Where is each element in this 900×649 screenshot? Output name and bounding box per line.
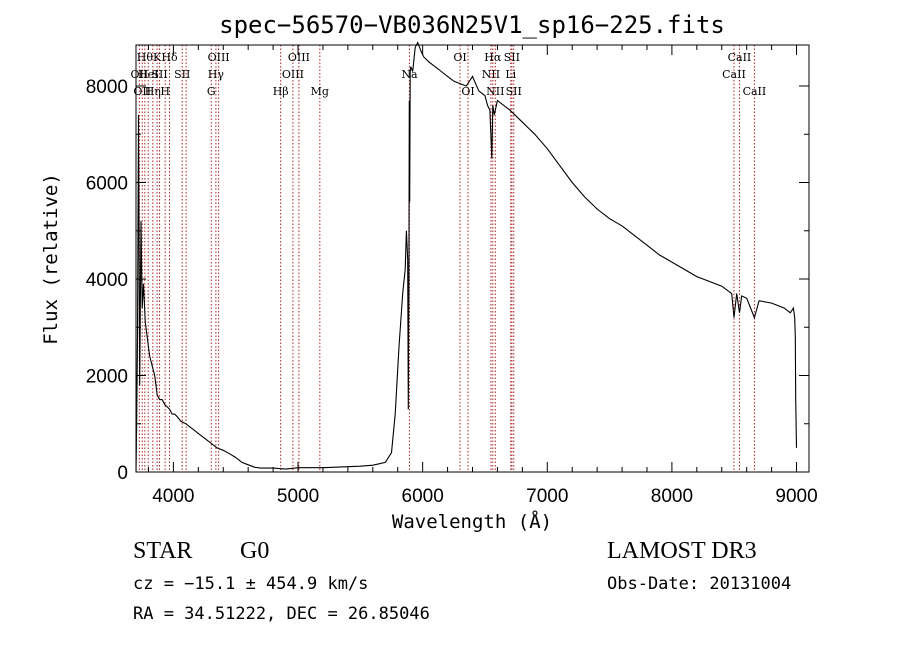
plot-frame xyxy=(135,44,810,473)
spectral-line-label: OIII xyxy=(288,51,310,64)
redshift-velocity: cz = −15.1 ± 454.9 km/s xyxy=(133,574,369,594)
spectral-line-label: OIII xyxy=(208,51,230,64)
spectral-line-label: OI xyxy=(453,51,466,64)
y-axis-ticks: 0 2000 4000 6000 8000 xyxy=(86,77,809,484)
spectral-line-label: SII xyxy=(506,85,522,98)
y-tick-label: 4000 xyxy=(86,270,128,291)
y-axis-label: Flux (relative) xyxy=(40,173,62,345)
spectral-line-label: Hβ xyxy=(273,85,289,98)
spectral-line-label: NII xyxy=(482,68,500,81)
x-tick-label: 4000 xyxy=(152,486,194,507)
spectral-line-label: OI xyxy=(461,85,474,98)
spectral-line-label: Hγ xyxy=(208,68,225,81)
x-tick-label: 5000 xyxy=(277,486,319,507)
survey-name: LAMOST DR3 xyxy=(607,538,757,564)
spectral-line-labels: OII OII Hθ HeI Hη K SII H Hδ SII G Hγ OIII Hβ OIII OIII… xyxy=(131,51,767,98)
chart-title: spec−56570−VB036N25V1_sp16−225.fits xyxy=(219,11,725,39)
x-tick-label: 9000 xyxy=(775,486,817,507)
object-class: STAR xyxy=(133,538,193,564)
spectral-line-label: Hα xyxy=(484,51,502,64)
spectral-line-label: H xyxy=(160,85,170,98)
observation-date: Obs-Date: 20131004 xyxy=(607,574,792,594)
spectral-line-label: SII xyxy=(504,51,520,64)
x-axis-ticks: 4000 5000 6000 7000 8000 9000 xyxy=(147,45,818,507)
spectral-line-label: NII xyxy=(486,85,504,98)
spectral-line-label: OII xyxy=(131,68,149,81)
spectral-line-label: Hδ xyxy=(161,51,178,64)
spectral-line-label: Hθ xyxy=(137,51,154,64)
spectral-line-label: CaII xyxy=(743,85,767,98)
object-subclass: G0 xyxy=(240,538,270,564)
spectrum-chart: spec−56570−VB036N25V1_sp16−225.fits OIIO… xyxy=(40,11,818,533)
spectral-line-label: OIII xyxy=(282,68,304,81)
spectral-line-label: OII xyxy=(133,85,151,98)
y-tick-label: 0 xyxy=(117,463,128,484)
spectral-line-label: Hη xyxy=(145,85,161,98)
spectral-line-label: Li xyxy=(505,68,516,81)
x-tick-label: 6000 xyxy=(402,486,444,507)
y-tick-label: 2000 xyxy=(86,367,128,388)
spectral-line-label: HeI xyxy=(138,68,158,81)
spectral-line-label: G xyxy=(207,85,216,98)
y-tick-label: 6000 xyxy=(86,174,128,195)
spectral-line-label: CaII xyxy=(728,51,752,64)
spectral-lines xyxy=(138,45,755,472)
x-tick-label: 7000 xyxy=(526,486,568,507)
spectral-line-label: SII xyxy=(151,68,167,81)
spectral-line-label: Mg xyxy=(311,85,329,98)
spectral-line-label: CaII xyxy=(722,68,746,81)
spectral-line-label: SII xyxy=(174,68,190,81)
x-tick-label: 8000 xyxy=(651,486,693,507)
x-axis-label: Wavelength (Å) xyxy=(392,510,552,533)
coordinates: RA = 34.51222, DEC = 26.85046 xyxy=(133,604,430,624)
y-tick-label: 8000 xyxy=(86,77,128,98)
spectrum-line xyxy=(135,41,798,473)
spectral-line-label: K xyxy=(153,51,162,64)
